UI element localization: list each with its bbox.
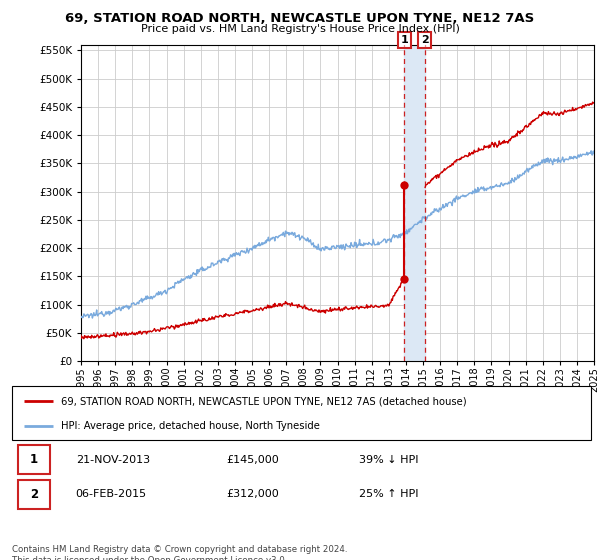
Text: 2: 2 bbox=[421, 35, 428, 45]
Text: 06-FEB-2015: 06-FEB-2015 bbox=[76, 489, 147, 500]
Bar bbox=[404, 45, 425, 361]
Bar bbox=[18, 445, 50, 474]
Text: 69, STATION ROAD NORTH, NEWCASTLE UPON TYNE, NE12 7AS (detached house): 69, STATION ROAD NORTH, NEWCASTLE UPON T… bbox=[61, 396, 467, 407]
Text: Price paid vs. HM Land Registry's House Price Index (HPI): Price paid vs. HM Land Registry's House … bbox=[140, 24, 460, 34]
Text: 1: 1 bbox=[29, 453, 38, 466]
Text: £312,000: £312,000 bbox=[226, 489, 279, 500]
Text: 2: 2 bbox=[29, 488, 38, 501]
Text: 69, STATION ROAD NORTH, NEWCASTLE UPON TYNE, NE12 7AS: 69, STATION ROAD NORTH, NEWCASTLE UPON T… bbox=[65, 12, 535, 25]
Text: 39% ↓ HPI: 39% ↓ HPI bbox=[359, 455, 419, 465]
Text: HPI: Average price, detached house, North Tyneside: HPI: Average price, detached house, Nort… bbox=[61, 421, 320, 431]
Bar bbox=[18, 480, 50, 509]
Text: 21-NOV-2013: 21-NOV-2013 bbox=[76, 455, 150, 465]
Text: £145,000: £145,000 bbox=[226, 455, 279, 465]
Text: 25% ↑ HPI: 25% ↑ HPI bbox=[359, 489, 419, 500]
Text: 1: 1 bbox=[400, 35, 408, 45]
Text: Contains HM Land Registry data © Crown copyright and database right 2024.
This d: Contains HM Land Registry data © Crown c… bbox=[12, 545, 347, 560]
